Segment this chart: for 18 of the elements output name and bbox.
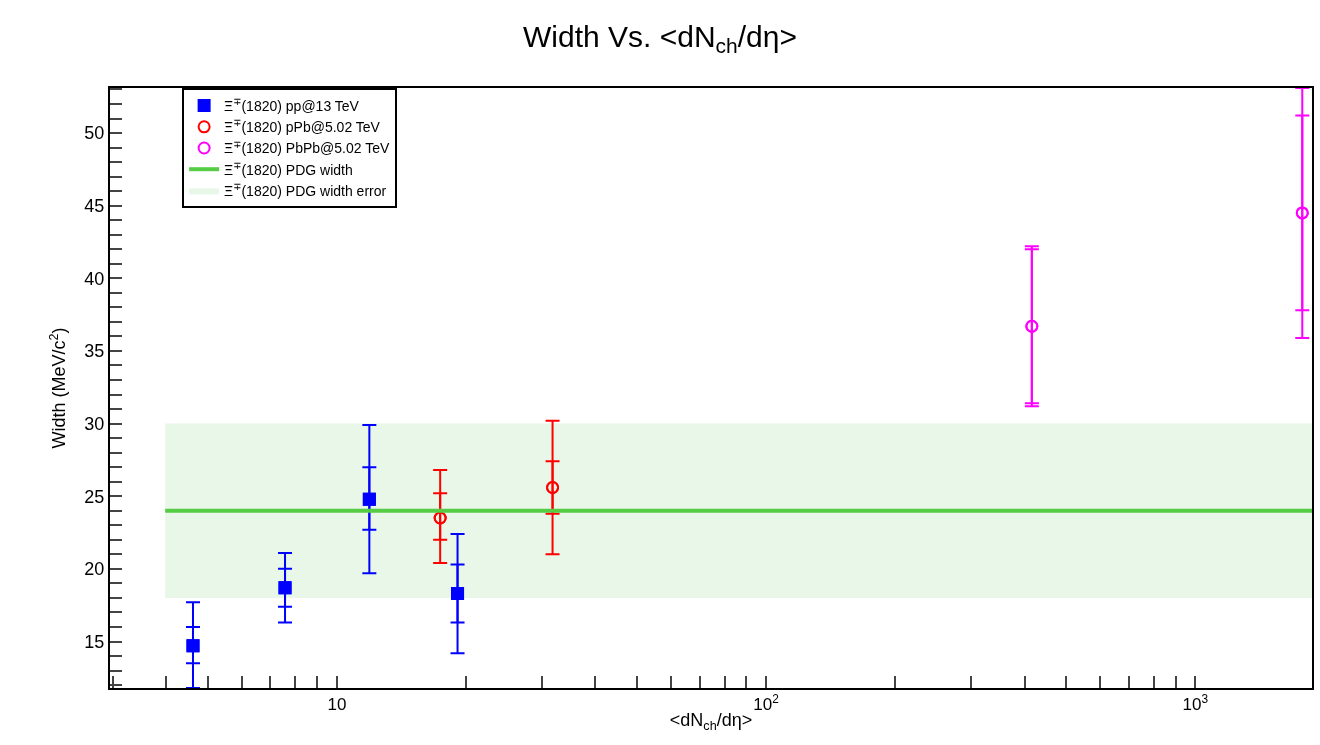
y-tick-label: 30 xyxy=(84,413,105,434)
y-tick-label: 15 xyxy=(84,631,105,652)
x-axis-title: <dN$_{ch}$/dη> xyxy=(669,710,753,733)
y-tick-label: 25 xyxy=(84,486,105,507)
legend-label: Ξ$^{∓}$(1820) PbPb@5.02 TeV xyxy=(224,138,390,157)
chart-title: Width Vs. <dN$_{ch}$/dη> xyxy=(523,20,797,58)
y-tick-label: 40 xyxy=(84,268,105,289)
legend-label: Ξ$^{∓}$(1820) PDG width xyxy=(224,159,353,178)
legend-label: Ξ$^{∓}$(1820) pp@13 TeV xyxy=(224,96,360,115)
legend-label: Ξ$^{∓}$(1820) PDG width error xyxy=(224,180,387,199)
x-tick-label: 10 xyxy=(327,695,347,715)
y-tick-label: 50 xyxy=(84,123,105,144)
y-tick-label: 20 xyxy=(84,559,105,580)
y-tick-label: 35 xyxy=(84,341,105,362)
y-tick-label: 45 xyxy=(84,195,105,216)
x-tick-label: 10$^{2}$ xyxy=(753,692,780,715)
legend-label: Ξ$^{∓}$(1820) pPb@5.02 TeV xyxy=(224,117,381,136)
x-tick-label: 10$^{3}$ xyxy=(1182,692,1209,715)
